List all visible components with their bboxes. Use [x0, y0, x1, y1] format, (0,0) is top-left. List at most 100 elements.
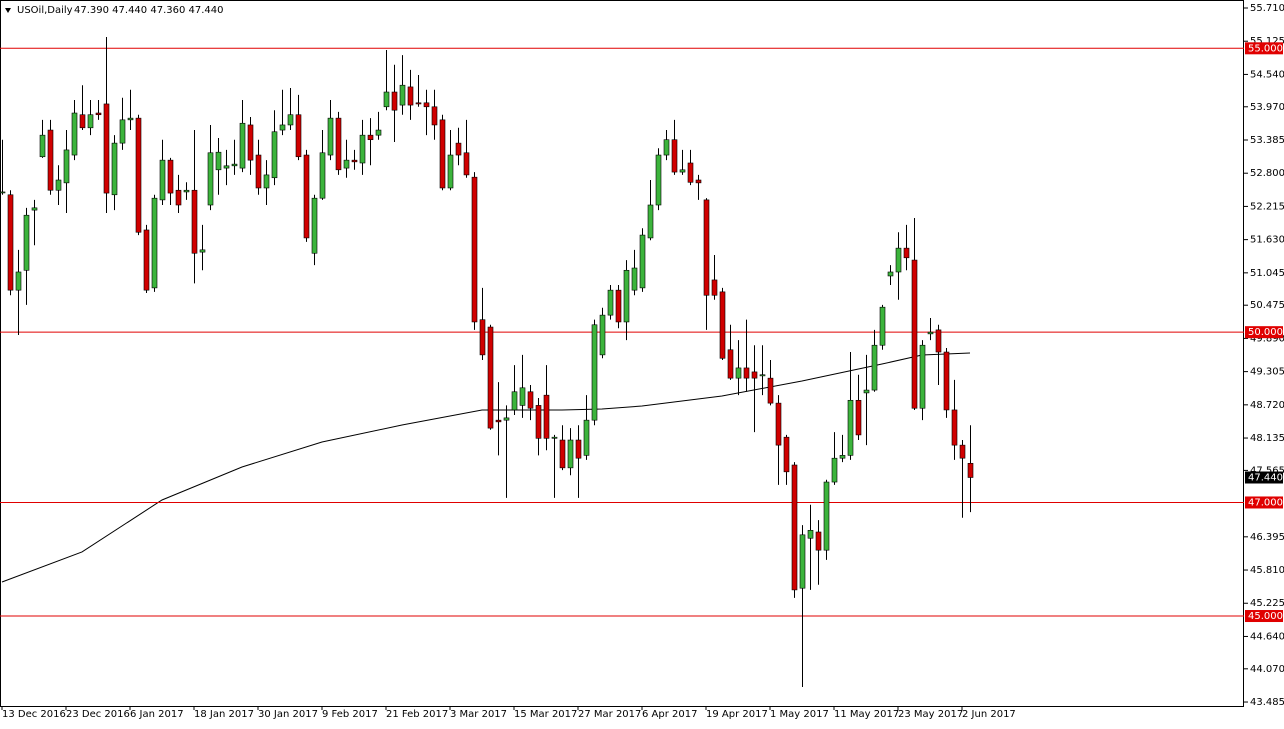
x-tick-label: 6 Apr 2017 [642, 709, 697, 720]
candle-body [407, 86, 414, 106]
x-tick-label: 18 Jan 2017 [194, 709, 254, 720]
candle-body [263, 174, 270, 189]
y-tick-label: 49.890 [1250, 333, 1284, 344]
candle-body [575, 439, 582, 459]
y-tick-label: 43.485 [1250, 697, 1284, 708]
candle-body [0, 191, 6, 194]
price-label: 47.440 [1248, 472, 1283, 483]
y-tick-label: 45.810 [1250, 565, 1284, 576]
ohlc-header: 47.390 47.440 47.360 47.440 [74, 5, 224, 16]
x-tick-label: 27 Mar 2017 [578, 709, 641, 720]
candle-body [911, 259, 918, 409]
y-tick-label: 46.395 [1250, 532, 1284, 543]
candle-body [759, 374, 766, 377]
candle-body [87, 114, 94, 129]
candle-body [471, 176, 478, 323]
candle-body [151, 197, 158, 289]
y-tick-label: 51.045 [1250, 268, 1284, 279]
candle-body [799, 534, 806, 589]
candle-body [663, 139, 670, 156]
y-tick-label: 49.305 [1250, 367, 1284, 378]
candle-body [183, 189, 190, 193]
candle-body [63, 149, 70, 184]
candle-body [919, 344, 926, 409]
candle-body [951, 409, 958, 446]
candle-body [687, 162, 694, 183]
y-tick-label: 54.540 [1250, 69, 1284, 80]
candle-body [391, 91, 398, 111]
candle-body [559, 439, 566, 469]
level-label-bg [1245, 496, 1283, 509]
candle-body [15, 271, 22, 291]
candle-body [191, 189, 198, 254]
y-tick-label: 52.215 [1250, 201, 1284, 212]
candle-body [871, 344, 878, 391]
candle-body [719, 291, 726, 359]
y-tick-label: 45.225 [1250, 598, 1284, 609]
x-tick-label: 9 Feb 2017 [322, 709, 378, 720]
level-label: 45.000 [1248, 611, 1283, 622]
candle-body [295, 114, 302, 158]
candle-body [927, 331, 934, 335]
x-tick-label: 21 Feb 2017 [386, 709, 448, 720]
x-tick-label: 11 May 2017 [834, 709, 899, 720]
level-label: 50.000 [1248, 327, 1283, 338]
candle-body [143, 229, 150, 291]
candle-body [39, 134, 46, 158]
y-tick-label: 48.720 [1250, 400, 1284, 411]
plot-frame [0, 0, 1244, 707]
x-tick-label: 2 Jun 2017 [962, 709, 1016, 720]
y-tick-label: 44.640 [1250, 631, 1284, 642]
collapse-icon[interactable] [5, 8, 11, 13]
candle-body [495, 419, 502, 423]
candle-body [119, 119, 126, 144]
y-tick-label: 53.970 [1250, 102, 1284, 113]
candle-body [703, 199, 710, 296]
candle-body [807, 529, 814, 539]
y-tick-label: 52.800 [1250, 168, 1284, 179]
candle-body [935, 329, 942, 353]
candle-body [7, 194, 14, 291]
candle-body [167, 159, 174, 194]
candle-body [695, 179, 702, 184]
candle-body [847, 399, 854, 456]
x-tick-label: 15 Mar 2017 [514, 709, 577, 720]
candle-body [223, 165, 230, 169]
candle-body [679, 169, 686, 173]
y-tick-label: 55.125 [1250, 36, 1284, 47]
candle-body [503, 417, 510, 421]
candle-body [199, 249, 206, 253]
candle-body [367, 134, 374, 141]
candle-body [239, 122, 246, 169]
candle-body [839, 455, 846, 459]
candle-body [383, 91, 390, 108]
candle-body [447, 154, 454, 189]
candle-body [271, 131, 278, 179]
candle-body [31, 207, 38, 211]
candle-body [599, 314, 606, 356]
candle-body [831, 457, 838, 483]
candle-body [487, 326, 494, 429]
candle-body [855, 399, 862, 436]
level-label-bg [1245, 42, 1283, 55]
candle-body [343, 159, 350, 169]
candle-body [159, 159, 166, 201]
x-tick-label: 1 May 2017 [770, 709, 829, 720]
x-tick-label: 30 Jan 2017 [258, 709, 318, 720]
candle-body [55, 179, 62, 191]
candle-body [519, 387, 526, 406]
candle-body [863, 389, 870, 394]
y-tick-label: 51.630 [1250, 235, 1284, 246]
x-tick-label: 23 Dec 2016 [66, 709, 130, 720]
y-tick-label: 44.070 [1250, 664, 1284, 675]
candle-body [615, 289, 622, 323]
candle-body [71, 112, 78, 156]
candle-body [527, 391, 534, 409]
candle-body [175, 189, 182, 206]
chart-title: USOil,Daily [17, 5, 73, 16]
candle-body [335, 117, 342, 171]
candle-body [631, 267, 638, 291]
candle-body [743, 367, 750, 379]
candle-body [607, 289, 614, 316]
x-tick-label: 13 Dec 2016 [2, 709, 66, 720]
